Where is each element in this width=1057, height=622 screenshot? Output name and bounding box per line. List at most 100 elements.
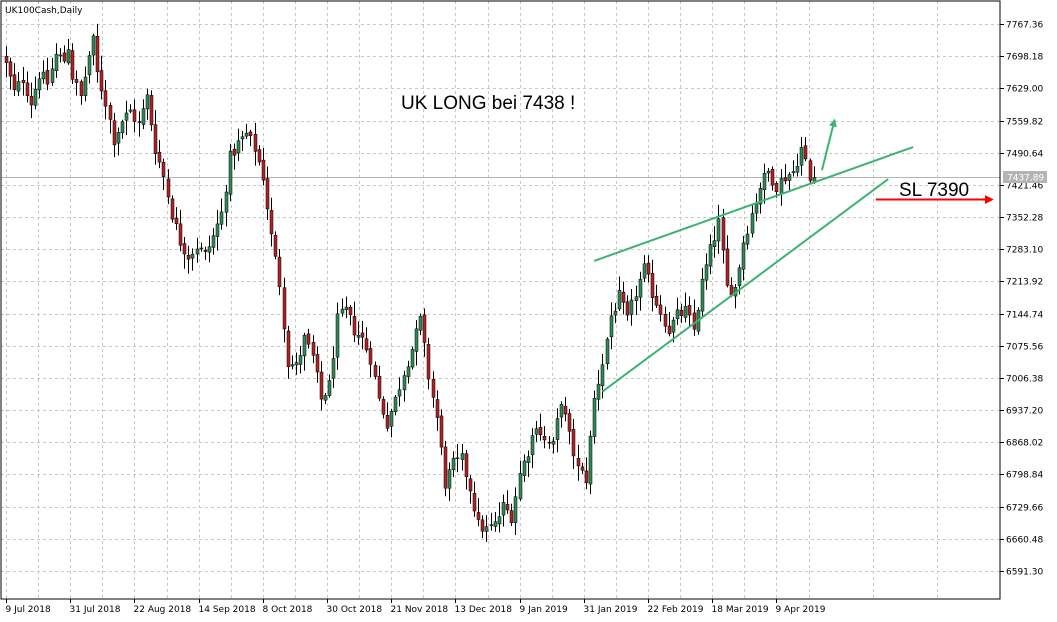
trendline-lower — [601, 178, 889, 393]
candle-body — [766, 170, 771, 174]
candle-body — [315, 354, 320, 373]
candle-body — [99, 70, 104, 92]
y-tick-label: 7144.74 — [1006, 311, 1043, 321]
candle-body — [340, 308, 345, 314]
candle-body — [360, 332, 365, 338]
candle-body — [244, 132, 249, 137]
candle-body — [402, 375, 407, 391]
candle-body — [505, 504, 510, 511]
candle-body — [447, 469, 452, 489]
x-tick-label: 22 Feb 2019 — [648, 605, 704, 615]
candle-body — [298, 355, 303, 365]
x-tick-label: 9 Apr 2019 — [776, 605, 826, 615]
candle-body — [277, 256, 282, 288]
candle-body — [787, 174, 792, 181]
candle-body — [808, 160, 813, 181]
candle-body — [178, 223, 183, 246]
candle-body — [439, 415, 444, 448]
candle-body — [199, 247, 204, 250]
candle-body — [729, 285, 734, 296]
candle-body — [290, 364, 295, 367]
candle-body — [638, 278, 643, 298]
candle-body — [21, 79, 26, 83]
candle-body — [306, 333, 311, 345]
x-tick-label: 13 Dec 2018 — [455, 605, 513, 615]
candle-body — [476, 512, 481, 520]
candle-body — [50, 68, 55, 83]
candle-body — [373, 365, 378, 377]
candle-body — [675, 309, 680, 320]
candle-body — [551, 440, 556, 445]
candle-body — [526, 456, 531, 463]
candle-body — [323, 395, 328, 401]
candle-body — [397, 389, 402, 397]
candle-body — [174, 217, 179, 224]
y-tick-label: 7352.28 — [1006, 214, 1043, 224]
candle-body — [451, 457, 456, 470]
y-tick-label: 7629.00 — [1006, 85, 1043, 95]
current-price-label: 7437.89 — [1007, 174, 1044, 184]
candle-body — [617, 290, 622, 310]
candle-body — [257, 149, 262, 163]
y-tick-label: 7213.92 — [1006, 278, 1043, 288]
candle-body — [74, 79, 79, 83]
candle-body — [414, 328, 419, 352]
candle-body — [621, 291, 626, 303]
candle-body — [95, 36, 100, 73]
candle-body — [203, 249, 208, 252]
candle-body — [236, 140, 241, 154]
candle-body — [567, 413, 572, 432]
candle-body — [141, 108, 146, 125]
candle-body — [580, 466, 585, 471]
target-up-arrow — [821, 118, 837, 171]
candle-body — [770, 168, 775, 186]
candle-body — [745, 233, 750, 245]
y-tick-label: 6798.84 — [1006, 471, 1043, 481]
candle-body — [161, 161, 166, 177]
candle-body — [124, 112, 129, 121]
candle-body — [16, 81, 21, 92]
candle-body — [4, 56, 9, 63]
x-tick-label: 14 Sep 2018 — [199, 605, 256, 615]
candle-body — [489, 524, 494, 526]
candle-body — [762, 173, 767, 190]
candle-body — [368, 348, 373, 365]
candle-body — [654, 296, 659, 306]
x-tick-label: 18 Mar 2019 — [712, 605, 769, 615]
candle-body — [207, 246, 212, 253]
candle-body — [530, 435, 535, 456]
arrows — [821, 118, 994, 205]
candle-body — [331, 358, 336, 379]
candle-body — [596, 383, 601, 400]
x-tick-label: 30 Oct 2018 — [327, 605, 383, 615]
candle-body — [584, 470, 589, 484]
candle-body — [66, 49, 71, 64]
candle-body — [25, 82, 30, 96]
candle-body — [120, 121, 125, 134]
y-tick-label: 6660.48 — [1006, 536, 1043, 546]
y-tick-label: 6729.66 — [1006, 504, 1043, 514]
candle-body — [795, 166, 800, 173]
candle-body — [542, 435, 547, 441]
annotation-title: UK LONG bei 7438 ! — [401, 93, 575, 114]
candle-body — [700, 278, 705, 312]
y-tick-label: 7075.56 — [1006, 343, 1043, 353]
candle-body — [484, 526, 489, 532]
candle-body — [344, 306, 349, 310]
candle-body — [576, 457, 581, 467]
candle-body — [103, 90, 108, 107]
y-tick-label: 6937.20 — [1006, 407, 1043, 417]
stop-loss-label: SL 7390 — [899, 180, 969, 201]
candle-body — [468, 478, 473, 492]
candle-body — [658, 304, 663, 315]
candle-body — [385, 415, 390, 429]
x-tick-label: 9 Jul 2018 — [6, 605, 51, 615]
candle-body — [186, 254, 191, 260]
candle-body — [211, 235, 216, 248]
candle-body — [435, 399, 440, 418]
candle-body — [509, 510, 514, 523]
candle-body — [754, 202, 759, 214]
candle-body — [406, 366, 411, 377]
candle-body — [791, 171, 796, 174]
candle-body — [253, 133, 258, 152]
